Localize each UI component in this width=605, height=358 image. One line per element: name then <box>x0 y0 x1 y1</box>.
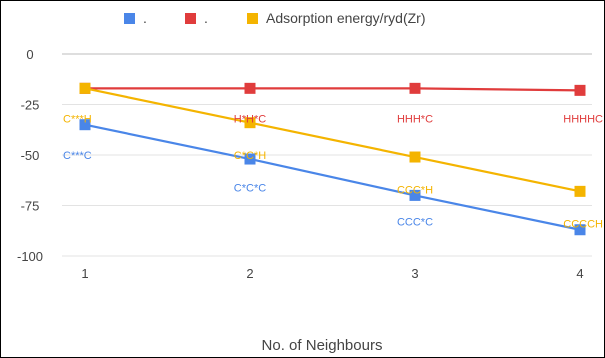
data-point <box>244 82 256 94</box>
y-tick-label: -100 <box>17 249 43 264</box>
y-axis-ticks: 0 -25 -50 -75 -100 <box>17 47 43 264</box>
x-axis-ticks: 1 2 3 4 <box>81 266 583 281</box>
data-point <box>409 82 421 94</box>
y-tick-label: -25 <box>21 98 40 113</box>
x-tick-label: 3 <box>411 266 418 281</box>
x-tick-label: 4 <box>576 266 583 281</box>
data-label: HHH*C <box>397 114 433 126</box>
data-label: C*C*H <box>234 150 266 162</box>
data-label: CCC*C <box>397 217 433 229</box>
legend-entry: . <box>204 10 208 26</box>
data-label: C***H <box>63 114 92 126</box>
x-tick-label: 2 <box>246 266 253 281</box>
data-point <box>574 224 586 236</box>
x-axis-label: No. of Neighbours <box>262 337 383 354</box>
legend-swatch <box>185 13 196 24</box>
data-point <box>244 153 256 165</box>
data-point <box>409 151 421 163</box>
data-point <box>79 119 91 131</box>
series-line-1 <box>85 87 581 92</box>
y-tick-label: -50 <box>21 148 40 163</box>
data-label: CCC*H <box>397 184 433 196</box>
y-tick-label: -75 <box>21 199 40 214</box>
data-point <box>409 189 421 201</box>
data-point <box>574 185 586 197</box>
legend: .. Adsorption energy/ryd(Zr) <box>124 10 426 26</box>
legend-entry: . <box>143 10 147 26</box>
series-lines <box>79 82 586 236</box>
data-point <box>574 84 586 96</box>
data-point <box>79 82 91 94</box>
series-line-2 <box>84 87 581 193</box>
data-point <box>244 117 256 129</box>
data-label: C*C*C <box>234 182 266 194</box>
data-labels: C***H C***C H*H*C C*C*H C*C*C HHH*C CCC*H CCC*C… <box>63 114 603 231</box>
legend-swatch <box>247 13 258 24</box>
y-tick-label: 0 <box>26 47 33 62</box>
x-tick-label: 1 <box>81 266 88 281</box>
legend-entry: Adsorption energy/ryd(Zr) <box>266 10 426 26</box>
data-label: H*H*C <box>234 114 266 126</box>
data-label: C***C <box>63 150 92 162</box>
legend-swatch <box>124 13 135 24</box>
data-label: HHHHC <box>563 114 603 126</box>
data-label: CCCCH <box>563 219 603 231</box>
series-line-0 <box>84 123 581 231</box>
gridlines <box>62 53 592 257</box>
